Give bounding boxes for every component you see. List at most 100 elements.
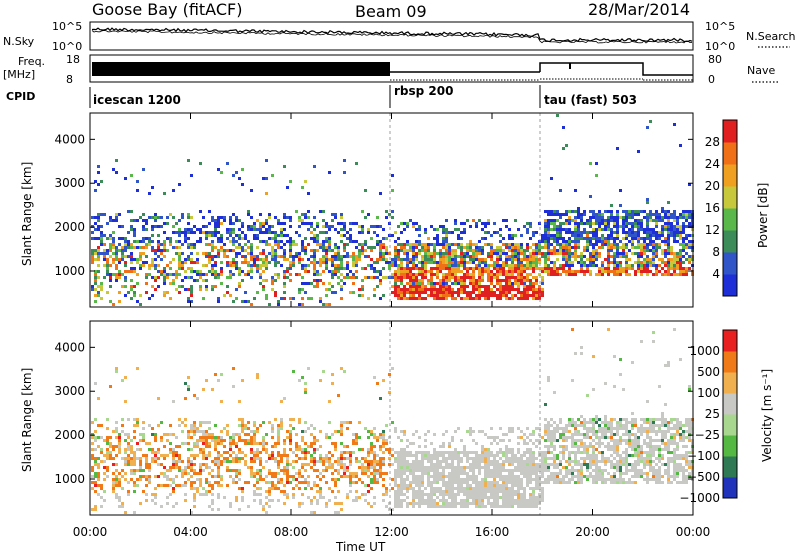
heatmap-cell [187, 442, 190, 445]
heatmap-cell [331, 466, 334, 469]
heatmap-cell [211, 469, 214, 472]
heatmap-cell [199, 481, 202, 484]
heatmap-cell [601, 237, 604, 240]
heatmap-cell [529, 463, 532, 466]
heatmap-cell [307, 481, 310, 484]
heatmap-cell [370, 445, 373, 448]
heatmap-cell [673, 270, 676, 273]
heatmap-cell [220, 400, 223, 403]
heatmap-cell [658, 246, 661, 249]
heatmap-cell [493, 475, 496, 478]
heatmap-cell [469, 246, 472, 249]
heatmap-cell [574, 219, 577, 222]
heatmap-cell [151, 249, 154, 252]
heatmap-cell [463, 276, 466, 279]
heatmap-cell [529, 454, 532, 457]
heatmap-cell [550, 270, 553, 273]
heatmap-cell [511, 481, 514, 484]
heatmap-cell [229, 222, 232, 225]
heatmap-cell [178, 454, 181, 457]
heatmap-cell [415, 430, 418, 433]
heatmap-cell [253, 255, 256, 258]
heatmap-cell [442, 231, 445, 234]
heatmap-cell [307, 427, 310, 430]
heatmap-cell [313, 484, 316, 487]
heatmap-cell [124, 255, 127, 258]
heatmap-cell [97, 466, 100, 469]
heatmap-cell [412, 297, 415, 300]
heatmap-cell [274, 258, 277, 261]
heatmap-cell [568, 240, 571, 243]
heatmap-cell [490, 454, 493, 457]
heatmap-cell [487, 472, 490, 475]
heatmap-cell [91, 475, 94, 478]
heatmap-cell [559, 234, 562, 237]
heatmap-cell [343, 243, 346, 246]
heatmap-cell [577, 234, 580, 237]
heatmap-cell [262, 270, 265, 273]
heatmap-cell [628, 210, 631, 213]
heatmap-cell [625, 234, 628, 237]
heatmap-cell [271, 246, 274, 249]
heatmap-cell [178, 264, 181, 267]
heatmap-cell [676, 234, 679, 237]
heatmap-cell [256, 487, 259, 490]
heatmap-cell [238, 448, 241, 451]
heatmap-cell [502, 475, 505, 478]
heatmap-cell [271, 255, 274, 258]
heatmap-cell [367, 490, 370, 493]
heatmap-cell [607, 228, 610, 231]
heatmap-cell [598, 237, 601, 240]
heatmap-cell [91, 261, 94, 264]
heatmap-cell [541, 255, 544, 258]
heatmap-cell [340, 454, 343, 457]
heatmap-cell [286, 493, 289, 496]
heatmap-cell [478, 285, 481, 288]
heatmap-cell [463, 264, 466, 267]
heatmap-cell [352, 264, 355, 267]
heatmap-cell [193, 454, 196, 457]
heatmap-cell [394, 270, 397, 273]
heatmap-cell [487, 231, 490, 234]
heatmap-cell [559, 213, 562, 216]
heatmap-cell [409, 442, 412, 445]
heatmap-cell [445, 237, 448, 240]
heatmap-cell [256, 228, 259, 231]
heatmap-cell [451, 255, 454, 258]
heatmap-cell [622, 237, 625, 240]
heatmap-cell [100, 460, 103, 463]
heatmap-cell [265, 267, 268, 270]
heatmap-cell [325, 294, 328, 297]
heatmap-cell [184, 240, 187, 243]
heatmap-cell [103, 258, 106, 261]
heatmap-cell [415, 291, 418, 294]
heatmap-cell [253, 439, 256, 442]
heatmap-cell [304, 270, 307, 273]
heatmap-cell [643, 258, 646, 261]
heatmap-cell [103, 439, 106, 442]
heatmap-cell [529, 255, 532, 258]
heatmap-cell [244, 481, 247, 484]
heatmap-cell [217, 484, 220, 487]
heatmap-cell [379, 249, 382, 252]
heatmap-cell [574, 258, 577, 261]
heatmap-cell [124, 400, 127, 403]
heatmap-cell [433, 297, 436, 300]
heatmap-cell [574, 252, 577, 255]
heatmap-cell [433, 246, 436, 249]
heatmap-cell [304, 451, 307, 454]
heatmap-cell [256, 442, 259, 445]
heatmap-cell [412, 442, 415, 445]
heatmap-cell [592, 255, 595, 258]
heatmap-cell [355, 490, 358, 493]
heatmap-cell [424, 472, 427, 475]
heatmap-cell [475, 457, 478, 460]
heatmap-cell [121, 475, 124, 478]
heatmap-cell [172, 457, 175, 460]
heatmap-cell [598, 252, 601, 255]
heatmap-cell [388, 264, 391, 267]
heatmap-cell [145, 276, 148, 279]
heatmap-cell [532, 442, 535, 445]
heatmap-cell [400, 478, 403, 481]
heatmap-cell [469, 273, 472, 276]
